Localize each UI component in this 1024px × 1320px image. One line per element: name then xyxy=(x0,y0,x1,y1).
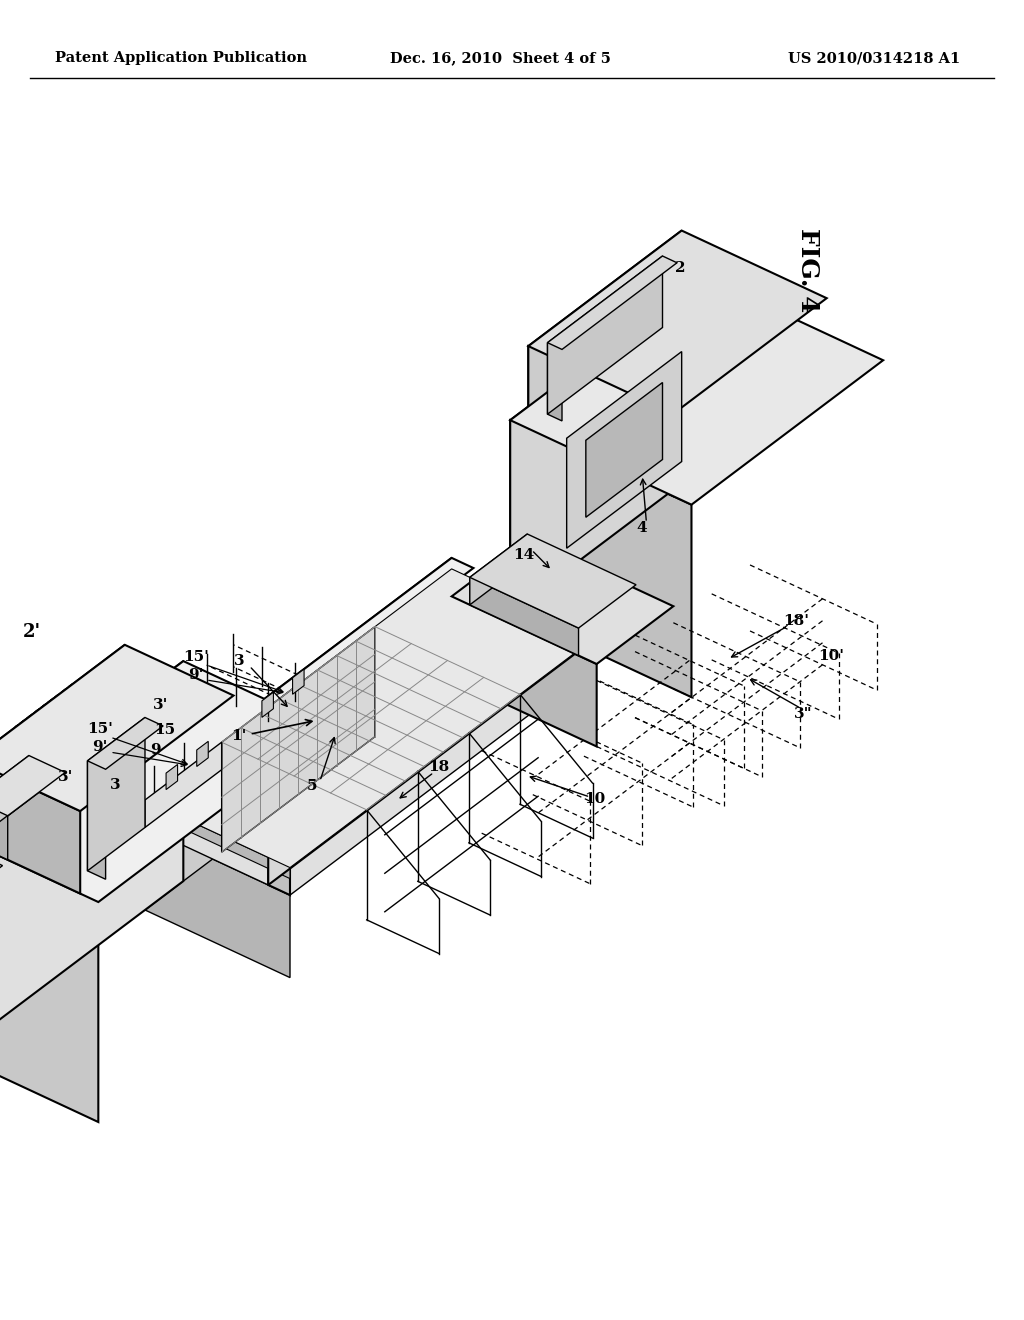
Text: 3': 3' xyxy=(154,698,169,711)
Text: 14: 14 xyxy=(513,548,535,562)
Text: Patent Application Publication: Patent Application Publication xyxy=(55,51,307,65)
Polygon shape xyxy=(87,718,163,770)
Polygon shape xyxy=(510,276,883,504)
Polygon shape xyxy=(145,558,452,828)
Polygon shape xyxy=(548,256,677,350)
Polygon shape xyxy=(0,755,29,843)
Text: 1': 1' xyxy=(231,719,312,743)
Text: 3: 3 xyxy=(110,779,121,792)
Text: 15: 15 xyxy=(155,723,176,738)
Polygon shape xyxy=(145,597,597,895)
Polygon shape xyxy=(145,742,221,828)
Polygon shape xyxy=(548,343,562,421)
Polygon shape xyxy=(0,645,125,843)
Text: 4: 4 xyxy=(636,521,647,535)
Polygon shape xyxy=(0,834,98,1122)
Polygon shape xyxy=(87,760,105,879)
Polygon shape xyxy=(262,692,273,717)
Polygon shape xyxy=(221,627,375,853)
Text: 10: 10 xyxy=(585,792,606,807)
Polygon shape xyxy=(145,800,290,879)
Polygon shape xyxy=(528,231,826,413)
Text: 5: 5 xyxy=(306,779,317,793)
Polygon shape xyxy=(0,661,329,902)
Text: Dec. 16, 2010  Sheet 4 of 5: Dec. 16, 2010 Sheet 4 of 5 xyxy=(390,51,611,65)
Text: 18: 18 xyxy=(428,760,450,775)
Text: 3": 3" xyxy=(794,706,812,721)
Polygon shape xyxy=(528,346,674,496)
Polygon shape xyxy=(510,276,701,612)
Polygon shape xyxy=(268,615,574,884)
Text: FIG. 4: FIG. 4 xyxy=(796,227,820,313)
Polygon shape xyxy=(0,799,8,859)
Polygon shape xyxy=(145,569,452,810)
Polygon shape xyxy=(470,577,579,656)
Polygon shape xyxy=(0,861,2,895)
Polygon shape xyxy=(548,256,663,414)
Polygon shape xyxy=(0,755,66,816)
Text: 3: 3 xyxy=(234,653,245,668)
Polygon shape xyxy=(145,558,473,799)
Polygon shape xyxy=(452,539,674,664)
Polygon shape xyxy=(166,764,177,789)
Polygon shape xyxy=(268,615,597,857)
Polygon shape xyxy=(452,597,597,747)
Text: 9: 9 xyxy=(150,743,161,758)
Polygon shape xyxy=(145,828,290,978)
Polygon shape xyxy=(197,742,208,767)
Text: 15': 15' xyxy=(183,649,209,664)
Text: 2': 2' xyxy=(23,623,41,640)
Text: 9': 9' xyxy=(92,741,108,754)
Text: 18': 18' xyxy=(783,614,809,628)
Polygon shape xyxy=(87,718,145,871)
Polygon shape xyxy=(586,383,663,517)
Text: US 2010/0314218 A1: US 2010/0314218 A1 xyxy=(787,51,961,65)
Text: 10': 10' xyxy=(818,649,844,663)
Polygon shape xyxy=(452,539,528,678)
Polygon shape xyxy=(145,597,452,909)
Polygon shape xyxy=(145,789,167,838)
Text: 15': 15' xyxy=(87,722,113,737)
Polygon shape xyxy=(566,351,682,548)
Polygon shape xyxy=(470,535,527,605)
Polygon shape xyxy=(528,231,682,429)
Polygon shape xyxy=(0,661,183,1055)
Polygon shape xyxy=(145,569,597,867)
Polygon shape xyxy=(510,420,691,697)
Polygon shape xyxy=(293,669,304,694)
Polygon shape xyxy=(470,535,636,628)
Text: 2: 2 xyxy=(675,261,685,275)
Text: 9': 9' xyxy=(188,668,204,682)
Polygon shape xyxy=(0,645,233,810)
Text: 3': 3' xyxy=(57,770,73,784)
Polygon shape xyxy=(0,760,80,894)
Polygon shape xyxy=(268,846,290,895)
